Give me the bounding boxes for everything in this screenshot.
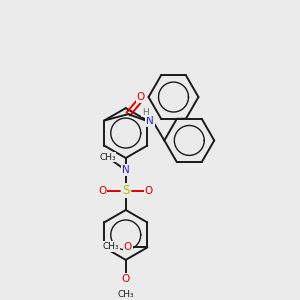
- Text: O: O: [98, 186, 107, 196]
- Text: O: O: [124, 242, 132, 252]
- Text: O: O: [122, 274, 130, 284]
- Text: O: O: [145, 186, 153, 196]
- Text: N: N: [122, 165, 130, 175]
- Text: CH₃: CH₃: [117, 290, 134, 299]
- Text: O: O: [136, 92, 145, 102]
- Text: N: N: [146, 116, 154, 126]
- Text: S: S: [122, 184, 129, 197]
- Text: CH₃: CH₃: [103, 242, 119, 251]
- Text: CH₃: CH₃: [99, 153, 116, 162]
- Text: H: H: [142, 108, 148, 117]
